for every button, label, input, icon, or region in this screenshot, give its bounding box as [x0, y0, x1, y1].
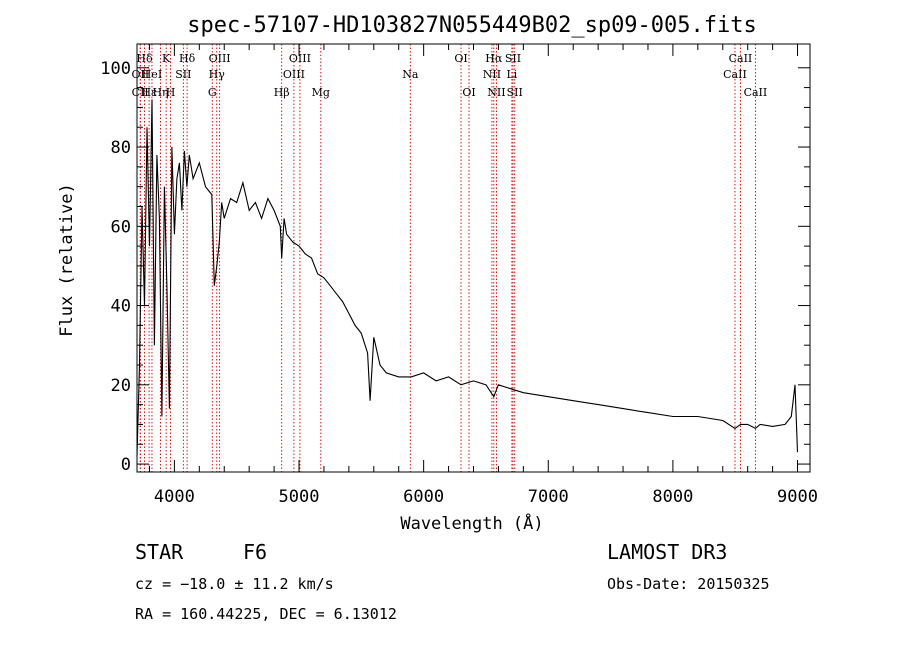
y-tick-label: 20: [111, 376, 131, 396]
y-tick-label: 40: [111, 297, 131, 317]
object-class: STAR: [135, 540, 184, 564]
spectral-line-label: OIII: [289, 52, 311, 65]
spectral-line-label: Hα: [485, 52, 503, 65]
spectral-line-label: Hβ: [274, 86, 290, 99]
spectral-line-label: Hδ: [179, 52, 196, 65]
spectral-line-label: OI: [454, 52, 467, 65]
spectral-line-label: Hη: [152, 86, 168, 99]
survey-name: LAMOST DR3: [607, 540, 727, 564]
spectral-line-label: G: [208, 86, 217, 99]
spectral-line-label: OII: [132, 68, 150, 81]
spectral-line-label: Na: [402, 68, 419, 81]
spectral-line-label: OIII: [283, 68, 305, 81]
y-tick-label: 60: [111, 217, 131, 237]
spectral-line-label: NII: [483, 68, 501, 81]
observation-date: Obs-Date: 20150325: [607, 575, 770, 593]
spectral-line-label: Hγ: [209, 68, 226, 81]
y-axis: 0 20 40 60 80 100: [100, 59, 810, 475]
x-axis: 4000 5000 6000 7000 8000 9000: [148, 44, 818, 507]
x-axis-label: Wavelength (Å): [400, 512, 543, 534]
coordinates: RA = 160.44225, DEC = 6.13012: [135, 605, 397, 623]
spectral-line-label: H: [166, 86, 176, 99]
x-tick-label: 5000: [279, 487, 320, 507]
object-subclass: F6: [243, 540, 267, 564]
spectral-line-label: Hδ: [136, 52, 153, 65]
spectral-line-label: SII: [505, 52, 521, 65]
spectral-line-label: SII: [175, 68, 191, 81]
chart-title: spec-57107-HD103827N055449B02_sp09-005.f…: [187, 13, 757, 38]
spectral-line-label: Mg: [312, 86, 330, 99]
spectral-line-label: CaII: [729, 52, 753, 65]
y-axis-label: Flux (relative): [57, 183, 77, 337]
spectral-line-label: CII: [132, 86, 149, 99]
y-tick-label: 100: [100, 59, 131, 79]
spectral-line-markers: [139, 44, 756, 472]
spectral-line-label: SII: [507, 86, 523, 99]
x-tick-label: 6000: [403, 487, 444, 507]
spectral-line-label: HeI: [142, 68, 162, 81]
x-tick-label: 4000: [154, 487, 195, 507]
spectral-line-label: Li: [506, 68, 517, 81]
x-tick-label: 8000: [652, 487, 693, 507]
spectral-line-label: OI: [462, 86, 475, 99]
spectral-line-label: K: [162, 52, 171, 65]
spectral-line-label: OIII: [209, 52, 231, 65]
x-tick-label: 7000: [528, 487, 569, 507]
plot-frame: [136, 43, 811, 473]
redshift-cz: cz = −18.0 ± 11.2 km/s: [135, 575, 334, 593]
y-tick-label: 0: [121, 455, 131, 475]
spectrum-series-line: [136, 99, 799, 457]
spectral-line-label: Hε: [141, 86, 157, 99]
spectral-line-label: CaII: [723, 68, 747, 81]
x-tick-label: 9000: [777, 487, 818, 507]
spectral-line-label: NII: [487, 86, 505, 99]
spectral-line-label: CaII: [744, 86, 768, 99]
y-tick-label: 80: [111, 138, 131, 158]
